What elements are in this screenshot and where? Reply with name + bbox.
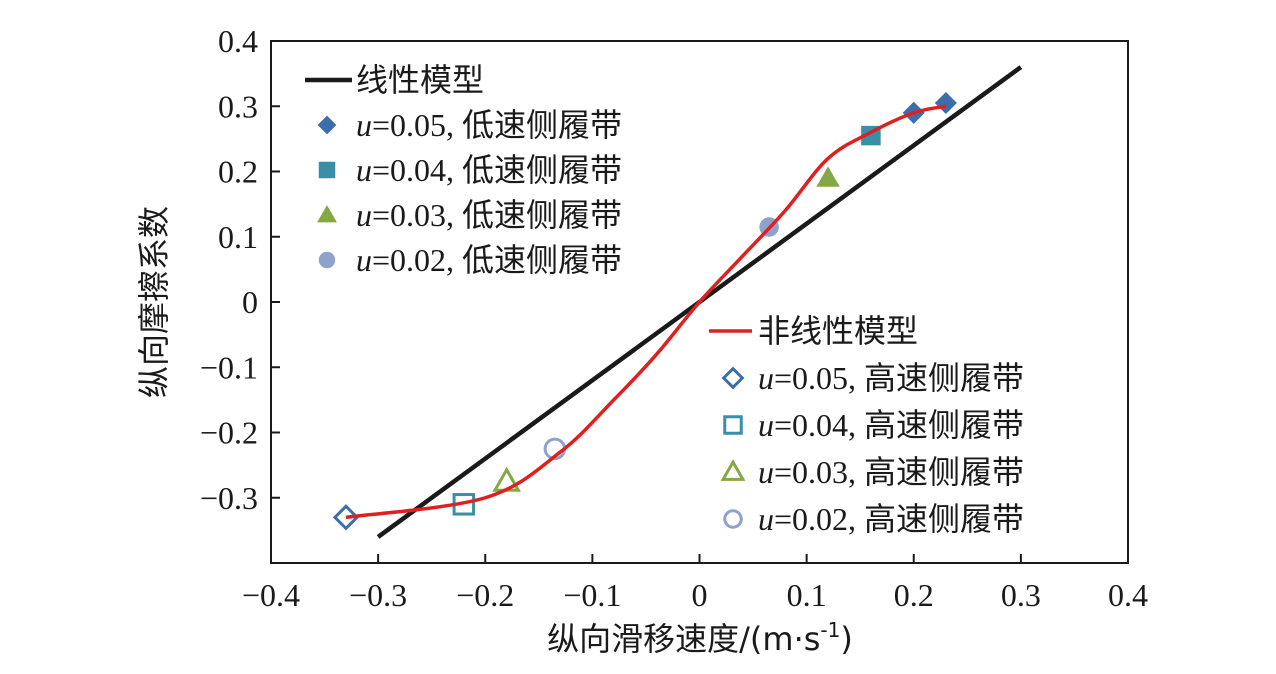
series xyxy=(332,65,1023,539)
legend-label-eq: =0.02, xyxy=(372,242,454,278)
x-axis-title-sup: -1 xyxy=(820,618,840,642)
legend-label-var: u xyxy=(356,197,372,233)
x-tick-label: −0.4 xyxy=(242,577,300,613)
x-tick-label: −0.2 xyxy=(456,577,514,613)
legend-label-text: 线性模型 xyxy=(356,61,484,99)
legend-label-cn: 高速侧履带 xyxy=(864,406,1024,444)
y-tick-label: −0.3 xyxy=(200,480,258,516)
legend-label-cn: 低速侧履带 xyxy=(462,196,622,234)
legend-label-h004: u=0.04, 高速侧履带 xyxy=(758,406,1024,444)
legend-label-text: 非线性模型 xyxy=(758,312,918,350)
legend-swatch-h002 xyxy=(723,509,743,529)
x-tick-label: 0 xyxy=(692,577,708,613)
x-axis: −0.4 −0.3 −0.2 −0.1 0 0.1 0.2 0.3 0.4 xyxy=(242,554,1148,613)
legend-label-cn: 低速侧履带 xyxy=(462,151,622,189)
legend-label-cn: 高速侧履带 xyxy=(864,359,1024,397)
data-point-h005 xyxy=(332,504,360,531)
x-axis-title-end: ) xyxy=(840,620,852,658)
legend-label-h005: u=0.05, 高速侧履带 xyxy=(758,359,1024,397)
legend-label-var: u xyxy=(758,360,774,396)
x-tick-label: −0.3 xyxy=(349,577,407,613)
legend-label-l005: u=0.05, 低速侧履带 xyxy=(356,106,622,144)
legend-label-var: u xyxy=(758,407,774,443)
legend-label-cn: 高速侧履带 xyxy=(864,500,1024,538)
legend-label-eq: =0.04, xyxy=(774,407,856,443)
legend-label-l002: u=0.02, 低速侧履带 xyxy=(356,241,622,279)
legend-label-l003: u=0.03, 低速侧履带 xyxy=(356,196,622,234)
y-tick-label: 0.2 xyxy=(218,154,258,190)
legend-label-h003: u=0.03, 高速侧履带 xyxy=(758,453,1024,491)
legend-label-cn: 高速侧履带 xyxy=(864,453,1024,491)
nonlinear-model-curve xyxy=(345,104,947,520)
legend-label-nonlinear: 非线性模型 xyxy=(758,312,918,350)
legend-label-eq: =0.04, xyxy=(372,152,454,188)
y-tick-label: −0.2 xyxy=(200,415,258,451)
y-tick-label: 0.3 xyxy=(218,88,258,124)
legend-swatch-h003 xyxy=(720,459,746,481)
x-axis-title-main: 纵向滑移速度/(m·s xyxy=(547,620,820,658)
legend-label-linear: 线性模型 xyxy=(356,61,484,99)
legend-label-eq: =0.03, xyxy=(774,454,856,490)
legend-label-var: u xyxy=(356,242,372,278)
legend-label-l004: u=0.04, 低速侧履带 xyxy=(356,151,622,189)
legend-label-h002: u=0.02, 高速侧履带 xyxy=(758,500,1024,538)
legend-label-eq: =0.05, xyxy=(774,360,856,396)
x-tick-label: 0.3 xyxy=(1001,577,1041,613)
legend-label-eq: =0.05, xyxy=(372,107,454,143)
data-point-l003 xyxy=(816,166,840,187)
legend-label-var: u xyxy=(758,501,774,537)
y-tick-label: −0.1 xyxy=(200,349,258,385)
y-tick-label: 0.1 xyxy=(218,219,258,255)
legend-swatch-l004 xyxy=(318,161,336,179)
data-point-l005 xyxy=(934,91,957,115)
legend-swatch-h004 xyxy=(723,415,743,435)
x-tick-label: 0.1 xyxy=(787,577,827,613)
y-axis: −0.3 −0.2 −0.1 0 0.1 0.2 0.3 0.4 xyxy=(200,23,280,516)
legend-label-eq: =0.03, xyxy=(372,197,454,233)
legend-label-var: u xyxy=(356,152,372,188)
x-tick-label: 0.2 xyxy=(894,577,934,613)
legend-swatch-h005 xyxy=(721,366,745,390)
x-tick-label: −0.1 xyxy=(563,577,621,613)
legend-swatch-l002 xyxy=(318,251,336,269)
legend-label-var: u xyxy=(356,107,372,143)
legend-label-cn: 低速侧履带 xyxy=(462,241,622,279)
y-tick-label: 0.4 xyxy=(218,23,258,59)
legend-label-var: u xyxy=(758,454,774,490)
x-axis-title: 纵向滑移速度/(m·s-1) xyxy=(547,618,853,658)
legend-label-cn: 低速侧履带 xyxy=(462,106,622,144)
y-tick-label: 0 xyxy=(242,284,258,320)
y-axis-title: 纵向摩擦系数 xyxy=(135,206,173,398)
legend-swatch-l003 xyxy=(317,205,337,223)
legend-swatch-l005 xyxy=(317,115,337,135)
x-tick-label: 0.4 xyxy=(1108,577,1148,613)
legend-label-eq: =0.02, xyxy=(774,501,856,537)
